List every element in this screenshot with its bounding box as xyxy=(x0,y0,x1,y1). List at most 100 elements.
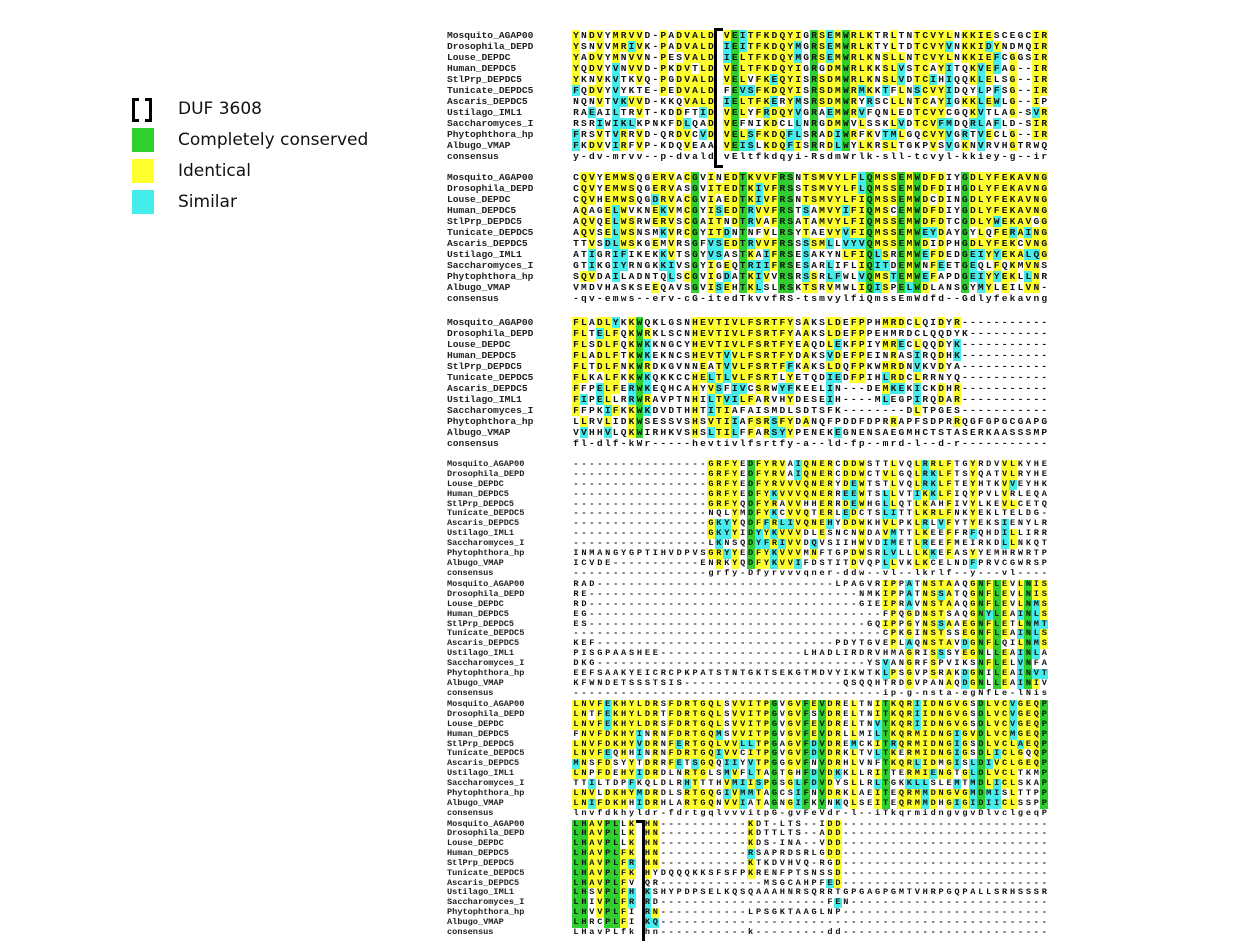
residue: T xyxy=(620,107,628,118)
residue: T xyxy=(739,282,747,293)
residue: A xyxy=(763,216,771,227)
residue: E xyxy=(1001,194,1009,205)
residue: T xyxy=(675,394,683,405)
residue: - xyxy=(691,689,699,699)
residue: D xyxy=(675,63,683,74)
residue: M xyxy=(882,383,890,394)
residue: Q xyxy=(778,41,786,52)
residue: T xyxy=(882,129,890,140)
residue: - xyxy=(683,438,691,449)
residue: R xyxy=(985,140,993,151)
residue: R xyxy=(810,63,818,74)
residue: V xyxy=(723,140,731,151)
residue: R xyxy=(659,183,667,194)
residue: D xyxy=(905,118,913,129)
residue: D xyxy=(937,172,945,183)
residue: V xyxy=(723,129,731,140)
residue: q xyxy=(778,151,786,162)
residue: S xyxy=(580,41,588,52)
residue: I xyxy=(858,249,866,260)
residue: - xyxy=(794,293,802,304)
residue: e xyxy=(961,689,969,699)
residue: C xyxy=(1009,416,1017,427)
residue: K xyxy=(763,30,771,41)
residue: E xyxy=(897,293,905,304)
residue: K xyxy=(969,63,977,74)
residue: Y xyxy=(953,205,961,216)
residue: Q xyxy=(580,216,588,227)
residue: T xyxy=(715,372,723,383)
residue: Q xyxy=(866,249,874,260)
residue: t xyxy=(770,438,778,449)
residue: V xyxy=(945,41,953,52)
residue: V xyxy=(572,427,580,438)
residue: Q xyxy=(659,282,667,293)
residue: D xyxy=(604,238,612,249)
residue: r xyxy=(715,569,723,579)
residue: Y xyxy=(953,227,961,238)
residue: T xyxy=(882,85,890,96)
residue: T xyxy=(897,30,905,41)
residue: R xyxy=(763,383,771,394)
residue: F xyxy=(850,205,858,216)
residue: D xyxy=(770,41,778,52)
residue: - xyxy=(897,689,905,699)
residue: I xyxy=(977,41,985,52)
residue: V xyxy=(929,118,937,129)
residue: V xyxy=(723,30,731,41)
sequence-name: consensus xyxy=(447,438,499,449)
residue: L xyxy=(850,282,858,293)
residue: I xyxy=(667,260,675,271)
residue: D xyxy=(977,809,985,819)
residue: K xyxy=(763,140,771,151)
residue: P xyxy=(945,271,953,282)
residue: V xyxy=(826,205,834,216)
residue: M xyxy=(834,85,842,96)
residue: Q xyxy=(636,183,644,194)
residue: D xyxy=(866,383,874,394)
residue: R xyxy=(897,328,905,339)
residue: G xyxy=(961,216,969,227)
residue: K xyxy=(866,52,874,63)
residue: C xyxy=(1017,238,1025,249)
residue: E xyxy=(969,271,977,282)
residue: M xyxy=(874,194,882,205)
residue: - xyxy=(794,438,802,449)
residue: E xyxy=(818,394,826,405)
residue: K xyxy=(929,383,937,394)
residue: F xyxy=(993,260,1001,271)
residue: F xyxy=(572,350,580,361)
residue: T xyxy=(874,30,882,41)
residue: - xyxy=(1024,129,1032,140)
residue: R xyxy=(763,339,771,350)
residue: A xyxy=(810,249,818,260)
residue: E xyxy=(842,317,850,328)
residue: R xyxy=(747,205,755,216)
residue: - xyxy=(636,569,644,579)
residue: D xyxy=(1009,41,1017,52)
residue: F xyxy=(858,416,866,427)
residue: K xyxy=(747,271,755,282)
residue: G xyxy=(961,205,969,216)
residue: T xyxy=(913,41,921,52)
residue: A xyxy=(612,282,620,293)
residue: D xyxy=(834,317,842,328)
residue: A xyxy=(715,194,723,205)
residue: A xyxy=(1001,107,1009,118)
residue: W xyxy=(842,41,850,52)
residue: H xyxy=(953,183,961,194)
residue: D xyxy=(905,41,913,52)
residue: S xyxy=(913,85,921,96)
residue: F xyxy=(913,416,921,427)
residue: E xyxy=(1001,227,1009,238)
residue: d xyxy=(596,438,604,449)
residue: H xyxy=(691,372,699,383)
residue: E xyxy=(596,328,604,339)
residue: I xyxy=(612,271,620,282)
residue: N xyxy=(588,41,596,52)
residue: L xyxy=(858,52,866,63)
residue: S xyxy=(786,194,794,205)
residue: H xyxy=(659,427,667,438)
